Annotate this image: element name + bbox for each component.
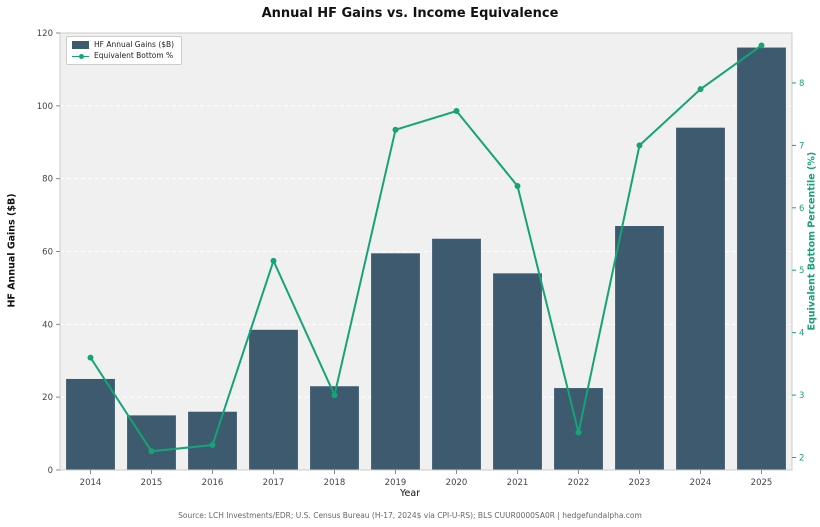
legend-item-line: Equivalent Bottom % <box>72 52 174 60</box>
svg-text:40: 40 <box>42 320 53 330</box>
svg-text:2019: 2019 <box>385 478 407 488</box>
svg-text:20: 20 <box>42 393 53 403</box>
svg-text:2021: 2021 <box>507 478 529 488</box>
y-axis-label-left: HF Annual Gains ($B) <box>6 193 18 308</box>
bar-swatch-icon <box>72 41 89 49</box>
svg-text:4: 4 <box>799 329 804 339</box>
svg-text:2: 2 <box>799 454 804 464</box>
svg-text:2024: 2024 <box>690 478 712 488</box>
legend-label-line: Equivalent Bottom % <box>94 51 174 61</box>
legend-label-bars: HF Annual Gains ($B) <box>94 40 175 50</box>
svg-text:2018: 2018 <box>324 478 346 488</box>
chart-title: Annual HF Gains vs. Income Equivalence <box>261 6 559 21</box>
svg-text:2023: 2023 <box>629 478 651 488</box>
svg-text:0: 0 <box>48 466 53 476</box>
x-axis-label: Year <box>399 488 421 499</box>
svg-text:2017: 2017 <box>263 478 285 488</box>
svg-text:2015: 2015 <box>141 478 163 488</box>
svg-text:2025: 2025 <box>751 478 773 488</box>
chart-legend: HF Annual Gains ($B) Equivalent Bottom % <box>66 36 183 65</box>
svg-text:2014: 2014 <box>80 478 102 488</box>
y-axis-label-right: Equivalent Bottom Percentile (%) <box>806 151 818 331</box>
svg-text:60: 60 <box>42 248 53 258</box>
svg-text:2020: 2020 <box>446 478 468 488</box>
svg-text:5: 5 <box>799 266 804 276</box>
svg-text:120: 120 <box>37 29 53 39</box>
svg-text:3: 3 <box>799 391 804 401</box>
svg-text:100: 100 <box>37 102 53 112</box>
svg-text:2022: 2022 <box>568 478 590 488</box>
source-footer: Source: LCH Investments/EDR; U.S. Census… <box>178 511 642 520</box>
svg-text:7: 7 <box>799 141 804 151</box>
legend-item-bars: HF Annual Gains ($B) <box>72 41 174 49</box>
svg-text:80: 80 <box>42 175 53 185</box>
svg-text:2016: 2016 <box>202 478 224 488</box>
svg-text:6: 6 <box>799 204 804 214</box>
line-swatch-icon <box>72 52 89 60</box>
svg-text:8: 8 <box>799 79 804 89</box>
